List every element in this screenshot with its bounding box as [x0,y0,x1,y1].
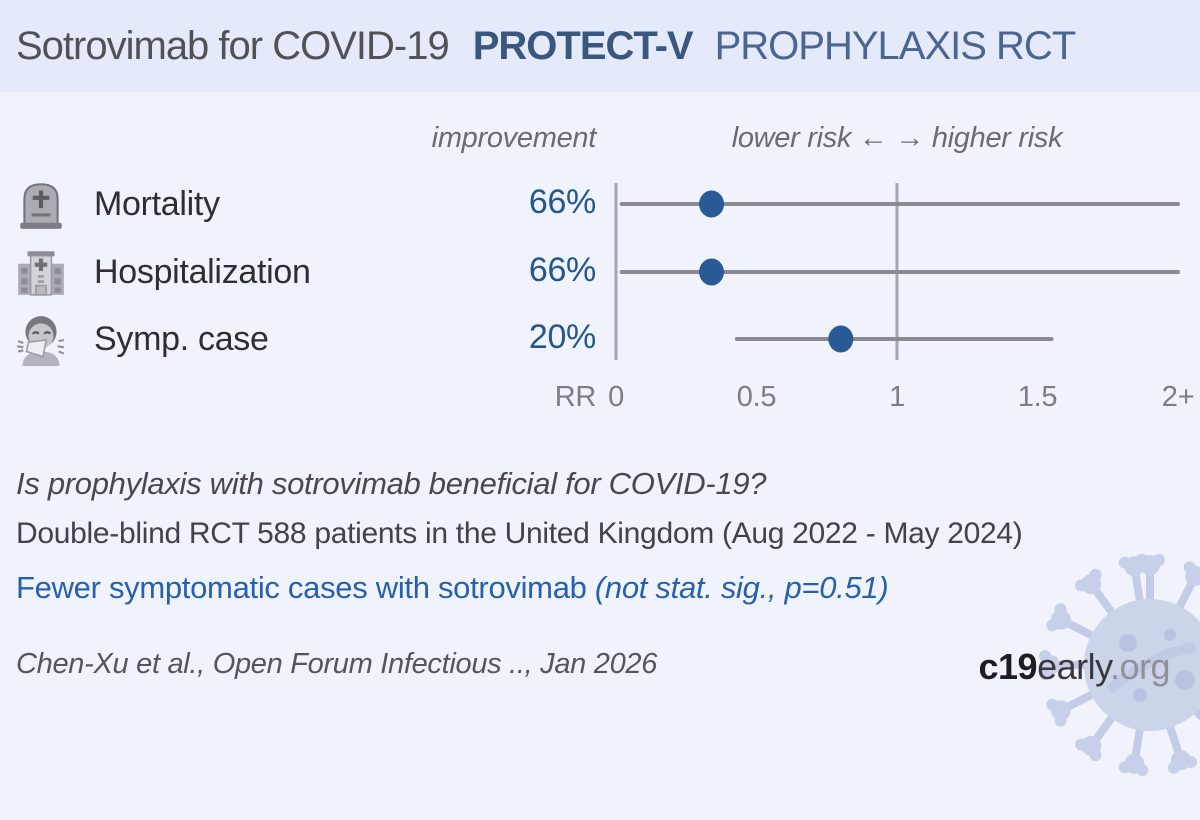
logo-regular-part: early [1037,646,1110,687]
header-band: Sotrovimab for COVID-19 PROTECT-V PROPHY… [0,0,1200,92]
risk-scale-header: lower risk ← → higher risk [731,122,1063,154]
outcome-label: Hospitalization [94,252,311,291]
hospital-icon [14,245,68,299]
sneezing-icon [14,312,68,366]
improvement-value-symp-case: 20% [528,318,596,356]
trial-subtitle: PROPHYLAXIS RCT [714,23,1077,68]
site-logo[interactable]: c19early.org [978,646,1171,688]
tick-label-1.5: 1.5 [1017,381,1058,413]
study-finding: Fewer symptomatic cases with sotrovimab … [16,570,889,606]
rr-point-1 [699,258,725,286]
tick-label-1: 1 [889,381,905,413]
outcome-row-mortality: Mortality [14,176,220,232]
infographic-canvas: { "header": { "title": "Sotrovimab for C… [0,0,1200,777]
rr-point-2 [828,325,854,353]
study-description: Double-blind RCT 588 patients in the Uni… [16,517,1023,550]
outcome-label: Mortality [94,184,220,223]
outcome-row-symp-case: Symp. case [14,311,269,367]
study-question: Is prophylaxis with sotrovimab beneficia… [16,466,767,501]
logo-domain-part: .org [1109,646,1171,687]
outcome-label: Symp. case [94,319,269,358]
rr-axis-label: RR [554,381,597,413]
improvement-value-hospitalization: 66% [528,251,596,289]
finding-text: Fewer symptomatic cases with sotrovimab [16,570,595,605]
rr-point-0 [699,190,725,218]
tick-label-0: 0 [608,381,624,413]
page-title: Sotrovimab for COVID-19 [16,23,450,68]
trial-name: PROTECT-V [472,23,694,68]
coronavirus-icon [1000,515,1200,820]
tombstone-icon [14,177,68,231]
tick-label-0.5: 0.5 [736,381,777,413]
citation: Chen-Xu et al., Open Forum Infectious ..… [16,648,658,680]
improvement-value-mortality: 66% [528,183,596,221]
tick-label-2+: 2+ [1161,381,1195,413]
improvement-column-header: improvement [431,122,597,154]
finding-significance-note: (not stat. sig., p=0.51) [594,570,889,605]
outcome-row-hospitalization: Hospitalization [14,244,311,300]
logo-bold-part: c19 [978,646,1038,687]
